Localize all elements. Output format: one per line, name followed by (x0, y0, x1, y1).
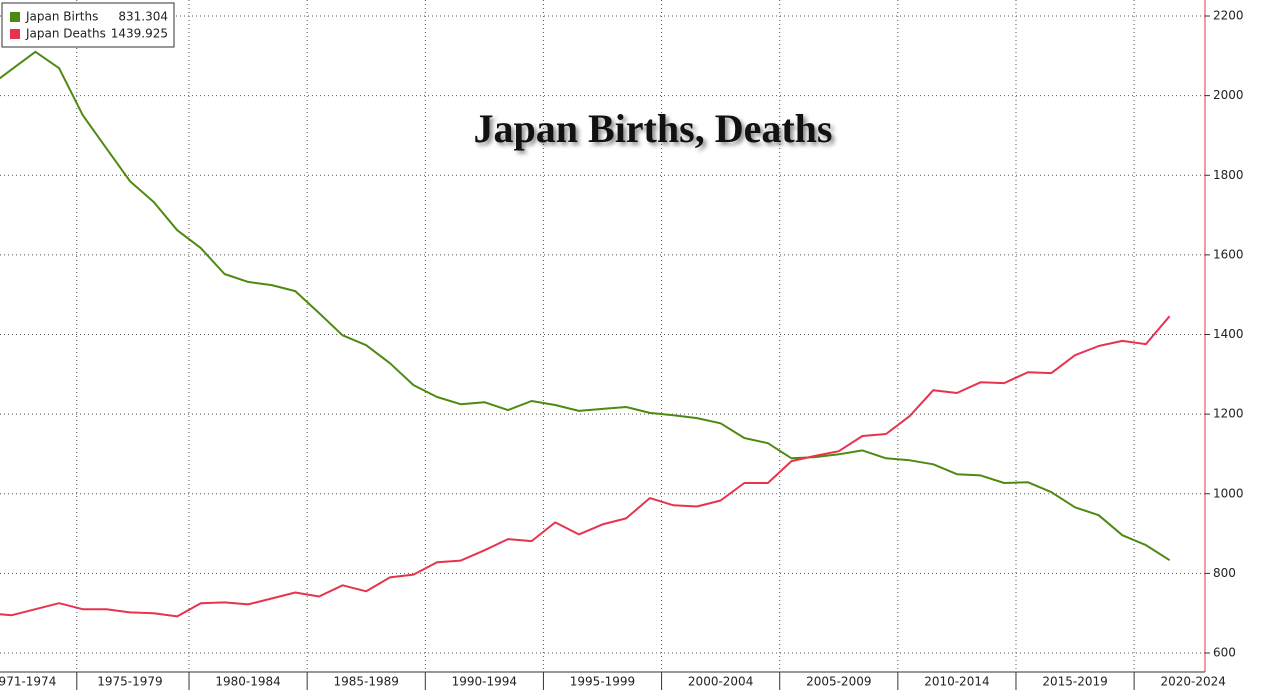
plot-area (0, 50, 1171, 618)
legend-value: 1439.925 (111, 27, 168, 41)
legend-value: 831.304 (118, 10, 168, 24)
legend (1, 2, 175, 48)
x-tick-label: 2015-2019 (1042, 675, 1107, 689)
y-tick-label: 2000 (1213, 88, 1244, 102)
x-tick-label: 2005-2009 (806, 675, 871, 689)
x-tick-label: 1975-1979 (97, 675, 162, 689)
x-tick-label: 1990-1994 (452, 675, 517, 689)
y-tick-label: 1800 (1213, 168, 1244, 182)
x-tick-label: 1980-1984 (215, 675, 280, 689)
grid (0, 0, 1205, 672)
y-tick-label: 1600 (1213, 247, 1244, 261)
series-line (0, 315, 1171, 618)
series-line (0, 50, 1171, 562)
y-tick-label: 1400 (1213, 327, 1244, 341)
x-tick-label: 1971-1974 (0, 675, 56, 689)
legend-label: Japan Deaths (25, 27, 106, 41)
x-tick-label: 1985-1989 (334, 675, 399, 689)
x-tick-label: 2010-2014 (924, 675, 989, 689)
x-tick-label: 1995-1999 (570, 675, 635, 689)
legend-swatch (10, 12, 20, 22)
y-tick-label: 600 (1213, 646, 1236, 660)
y-tick-label: 800 (1213, 566, 1236, 580)
legend-swatch (10, 29, 20, 39)
y-tick-label: 2200 (1213, 9, 1244, 23)
x-tick-label: 2020-2024 (1160, 675, 1225, 689)
legend-label: Japan Births (25, 10, 98, 24)
y-tick-label: 1200 (1213, 407, 1244, 421)
chart-title: Japan Births, Deaths (474, 106, 833, 151)
axes: 600 800 1000 1200 1400 1600 1800 2000 2200 1971-1… (0, 9, 1244, 690)
y-tick-label: 1000 (1213, 486, 1244, 500)
x-tick-label: 2000-2004 (688, 675, 753, 689)
